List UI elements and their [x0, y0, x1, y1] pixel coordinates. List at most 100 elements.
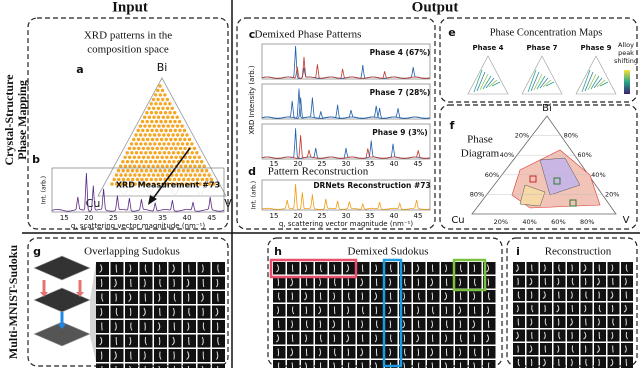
digit-cell	[567, 262, 579, 274]
sample-dot	[167, 160, 171, 164]
digit-stroke	[115, 264, 118, 273]
digit-cell	[594, 289, 606, 301]
sample-dot	[136, 128, 140, 133]
digit-stroke	[278, 362, 280, 368]
digit-stroke	[583, 331, 587, 340]
panel-label: h	[274, 245, 282, 258]
digit-stroke	[157, 322, 161, 331]
map-line	[593, 77, 603, 89]
digit-cell	[371, 290, 384, 303]
digit-stroke	[623, 304, 627, 313]
sample-dot	[158, 93, 162, 97]
digit-stroke	[304, 334, 308, 343]
sample-dot	[173, 128, 177, 133]
digit-stroke	[158, 365, 161, 368]
tick-label: 40	[390, 212, 399, 220]
marker	[529, 175, 537, 183]
sample-dot	[132, 155, 137, 159]
mini-triangle	[467, 55, 509, 95]
digit-cell	[343, 360, 356, 368]
digit-cell	[607, 262, 620, 274]
sample-dot	[169, 146, 173, 151]
digit-stroke	[558, 291, 560, 299]
tick-label: 35	[366, 212, 375, 220]
panel-title: XRD patterns in the	[84, 30, 172, 42]
digit-stroke	[610, 291, 614, 299]
digit-stroke	[318, 278, 322, 287]
digit-cell	[212, 363, 225, 368]
sample-dot	[149, 111, 154, 115]
digit-stroke	[429, 278, 434, 287]
sample-dot	[156, 115, 161, 119]
digit-stroke	[415, 264, 420, 273]
map-line	[545, 81, 555, 87]
sample-dot	[149, 177, 153, 182]
digit-cell	[621, 329, 633, 342]
digit-stroke	[360, 320, 364, 329]
legend-text: shifting	[614, 57, 638, 65]
digit-stroke	[333, 264, 336, 273]
digit-cell	[315, 304, 328, 317]
digit-stroke	[556, 304, 560, 313]
sample-dot	[137, 146, 141, 151]
digit-cell	[273, 332, 286, 345]
sample-dot	[167, 142, 171, 146]
digit-stroke	[558, 358, 560, 367]
phase-label: Phase 4	[472, 44, 503, 52]
row-label: Phase Mapping	[15, 80, 29, 160]
tick-label: 20%	[515, 132, 529, 140]
digit-cell	[483, 318, 496, 331]
digit-stroke	[473, 264, 476, 273]
sample-dot	[162, 133, 166, 137]
sample-dot	[162, 160, 167, 164]
sample-dot	[197, 155, 201, 159]
digit-stroke	[348, 292, 351, 301]
digit-stroke	[173, 293, 177, 302]
digit-cell	[110, 262, 124, 275]
digit-cell	[580, 316, 593, 328]
digit-stroke	[474, 278, 477, 287]
digit-cell	[139, 291, 153, 304]
digit-stroke	[361, 264, 364, 273]
digit-stroke	[319, 362, 322, 368]
digit-stroke	[333, 362, 336, 368]
digit-cell	[413, 276, 426, 289]
sample-dot	[147, 115, 152, 119]
digit-stroke	[473, 362, 476, 368]
digit-cell	[513, 356, 525, 368]
digit-stroke	[359, 278, 364, 287]
digit-stroke	[430, 320, 434, 329]
digit-cell	[154, 363, 167, 368]
sample-dot	[124, 182, 128, 186]
digit-stroke	[292, 306, 295, 315]
digit-stroke	[216, 278, 219, 288]
sample-dot	[126, 168, 130, 173]
projection	[90, 262, 96, 362]
digit-cell	[526, 329, 539, 342]
digit-cell	[607, 289, 620, 301]
digit-stroke	[571, 331, 573, 340]
sample-dot	[116, 168, 121, 173]
sample-dot	[161, 173, 165, 177]
digit-cell	[567, 343, 579, 355]
digit-cell	[287, 276, 300, 289]
sample-dot	[162, 142, 166, 146]
digit-stroke	[129, 264, 132, 273]
digit-cell	[385, 262, 398, 275]
digit-stroke	[130, 351, 132, 360]
digit-stroke	[159, 278, 162, 288]
digit-stroke	[100, 351, 103, 360]
digit-cell	[513, 329, 525, 342]
digit-stroke	[101, 293, 104, 302]
digit-cell	[441, 346, 454, 359]
digit-stroke	[458, 348, 462, 357]
panel-title: Phase Concentration Maps	[490, 27, 603, 38]
sample-dot	[148, 151, 153, 155]
sample-dot	[114, 182, 119, 186]
digit-stroke	[387, 306, 392, 315]
sample-dot	[133, 173, 137, 177]
map-line	[539, 77, 549, 89]
highlight	[382, 258, 403, 368]
sample-dot	[110, 182, 114, 186]
